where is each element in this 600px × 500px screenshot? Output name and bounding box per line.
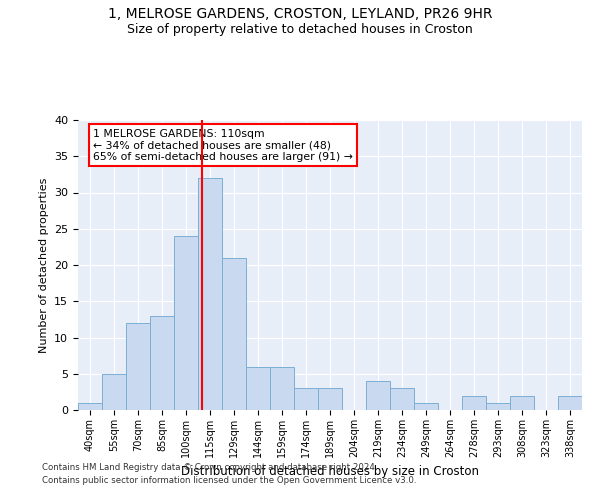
Bar (102, 374, 126, 410)
Bar (222, 258, 246, 410)
Bar (150, 316, 174, 410)
Bar (126, 323, 150, 410)
Bar (390, 388, 414, 410)
Bar (414, 403, 438, 410)
Text: Size of property relative to detached houses in Croston: Size of property relative to detached ho… (127, 22, 473, 36)
Y-axis label: Number of detached properties: Number of detached properties (38, 178, 49, 352)
Bar (246, 366, 270, 410)
Bar (174, 236, 198, 410)
Text: 1 MELROSE GARDENS: 110sqm
← 34% of detached houses are smaller (48)
65% of semi-: 1 MELROSE GARDENS: 110sqm ← 34% of detac… (93, 128, 353, 162)
Bar (270, 366, 294, 410)
Bar (486, 403, 510, 410)
Bar (294, 388, 318, 410)
Bar (198, 178, 222, 410)
Text: Contains public sector information licensed under the Open Government Licence v3: Contains public sector information licen… (42, 476, 416, 485)
X-axis label: Distribution of detached houses by size in Croston: Distribution of detached houses by size … (181, 466, 479, 478)
Text: Contains HM Land Registry data © Crown copyright and database right 2024.: Contains HM Land Registry data © Crown c… (42, 464, 377, 472)
Text: 1, MELROSE GARDENS, CROSTON, LEYLAND, PR26 9HR: 1, MELROSE GARDENS, CROSTON, LEYLAND, PR… (108, 8, 492, 22)
Bar (318, 388, 342, 410)
Bar (510, 396, 534, 410)
Bar (462, 396, 486, 410)
Bar (558, 396, 582, 410)
Bar (78, 403, 102, 410)
Bar (366, 381, 390, 410)
